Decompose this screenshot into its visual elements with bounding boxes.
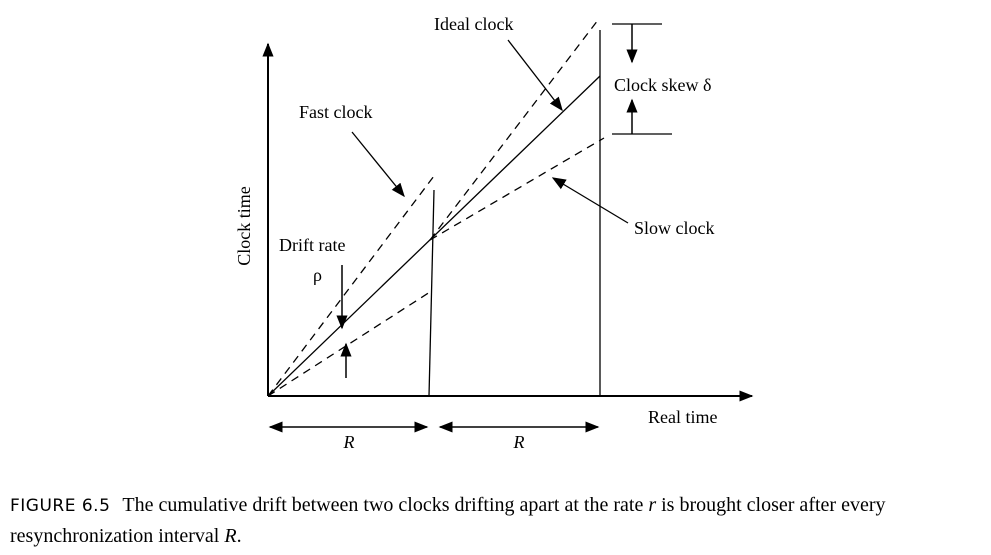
caption-label: FIGURE 6.5 — [10, 496, 111, 516]
slow-clock-label: Slow clock — [634, 218, 715, 238]
interval-label-2: R — [513, 432, 525, 452]
drift-symbol: ρ — [313, 265, 322, 285]
clock-drift-diagram: Clock time Real time R R Clock skew δ Id… — [234, 14, 754, 452]
x-axis-label: Real time — [648, 407, 717, 427]
fast-clock-line-1 — [267, 175, 435, 397]
slow-clock-line-2 — [429, 137, 605, 241]
slow-clock-pointer — [551, 177, 629, 224]
caption-text-end: . — [236, 525, 242, 547]
figure-caption: FIGURE 6.5 The cumulative drift between t… — [10, 490, 985, 551]
caption-text-before: The cumulative drift between two clocks … — [122, 494, 649, 516]
resync-line-1 — [428, 189, 435, 397]
fast-clock-pointer — [351, 131, 405, 198]
ideal-clock-label: Ideal clock — [434, 14, 513, 34]
fast-clock-line-2 — [429, 19, 599, 241]
y-axis-label: Clock time — [234, 186, 254, 266]
caption-rate-symbol: r — [648, 494, 657, 516]
ideal-clock-pointer — [507, 39, 563, 112]
slow-clock-line-1 — [267, 291, 431, 397]
ideal-clock-line — [267, 75, 601, 397]
interval-label-1: R — [343, 432, 355, 452]
clock-skew-label: Clock skew δ — [614, 75, 711, 95]
caption-text-middle: is brought closer after every resynchron… — [10, 494, 886, 547]
fast-clock-label: Fast clock — [299, 102, 373, 122]
drift-rate-label: Drift rate — [279, 235, 345, 255]
caption-interval-symbol: R — [224, 525, 237, 547]
